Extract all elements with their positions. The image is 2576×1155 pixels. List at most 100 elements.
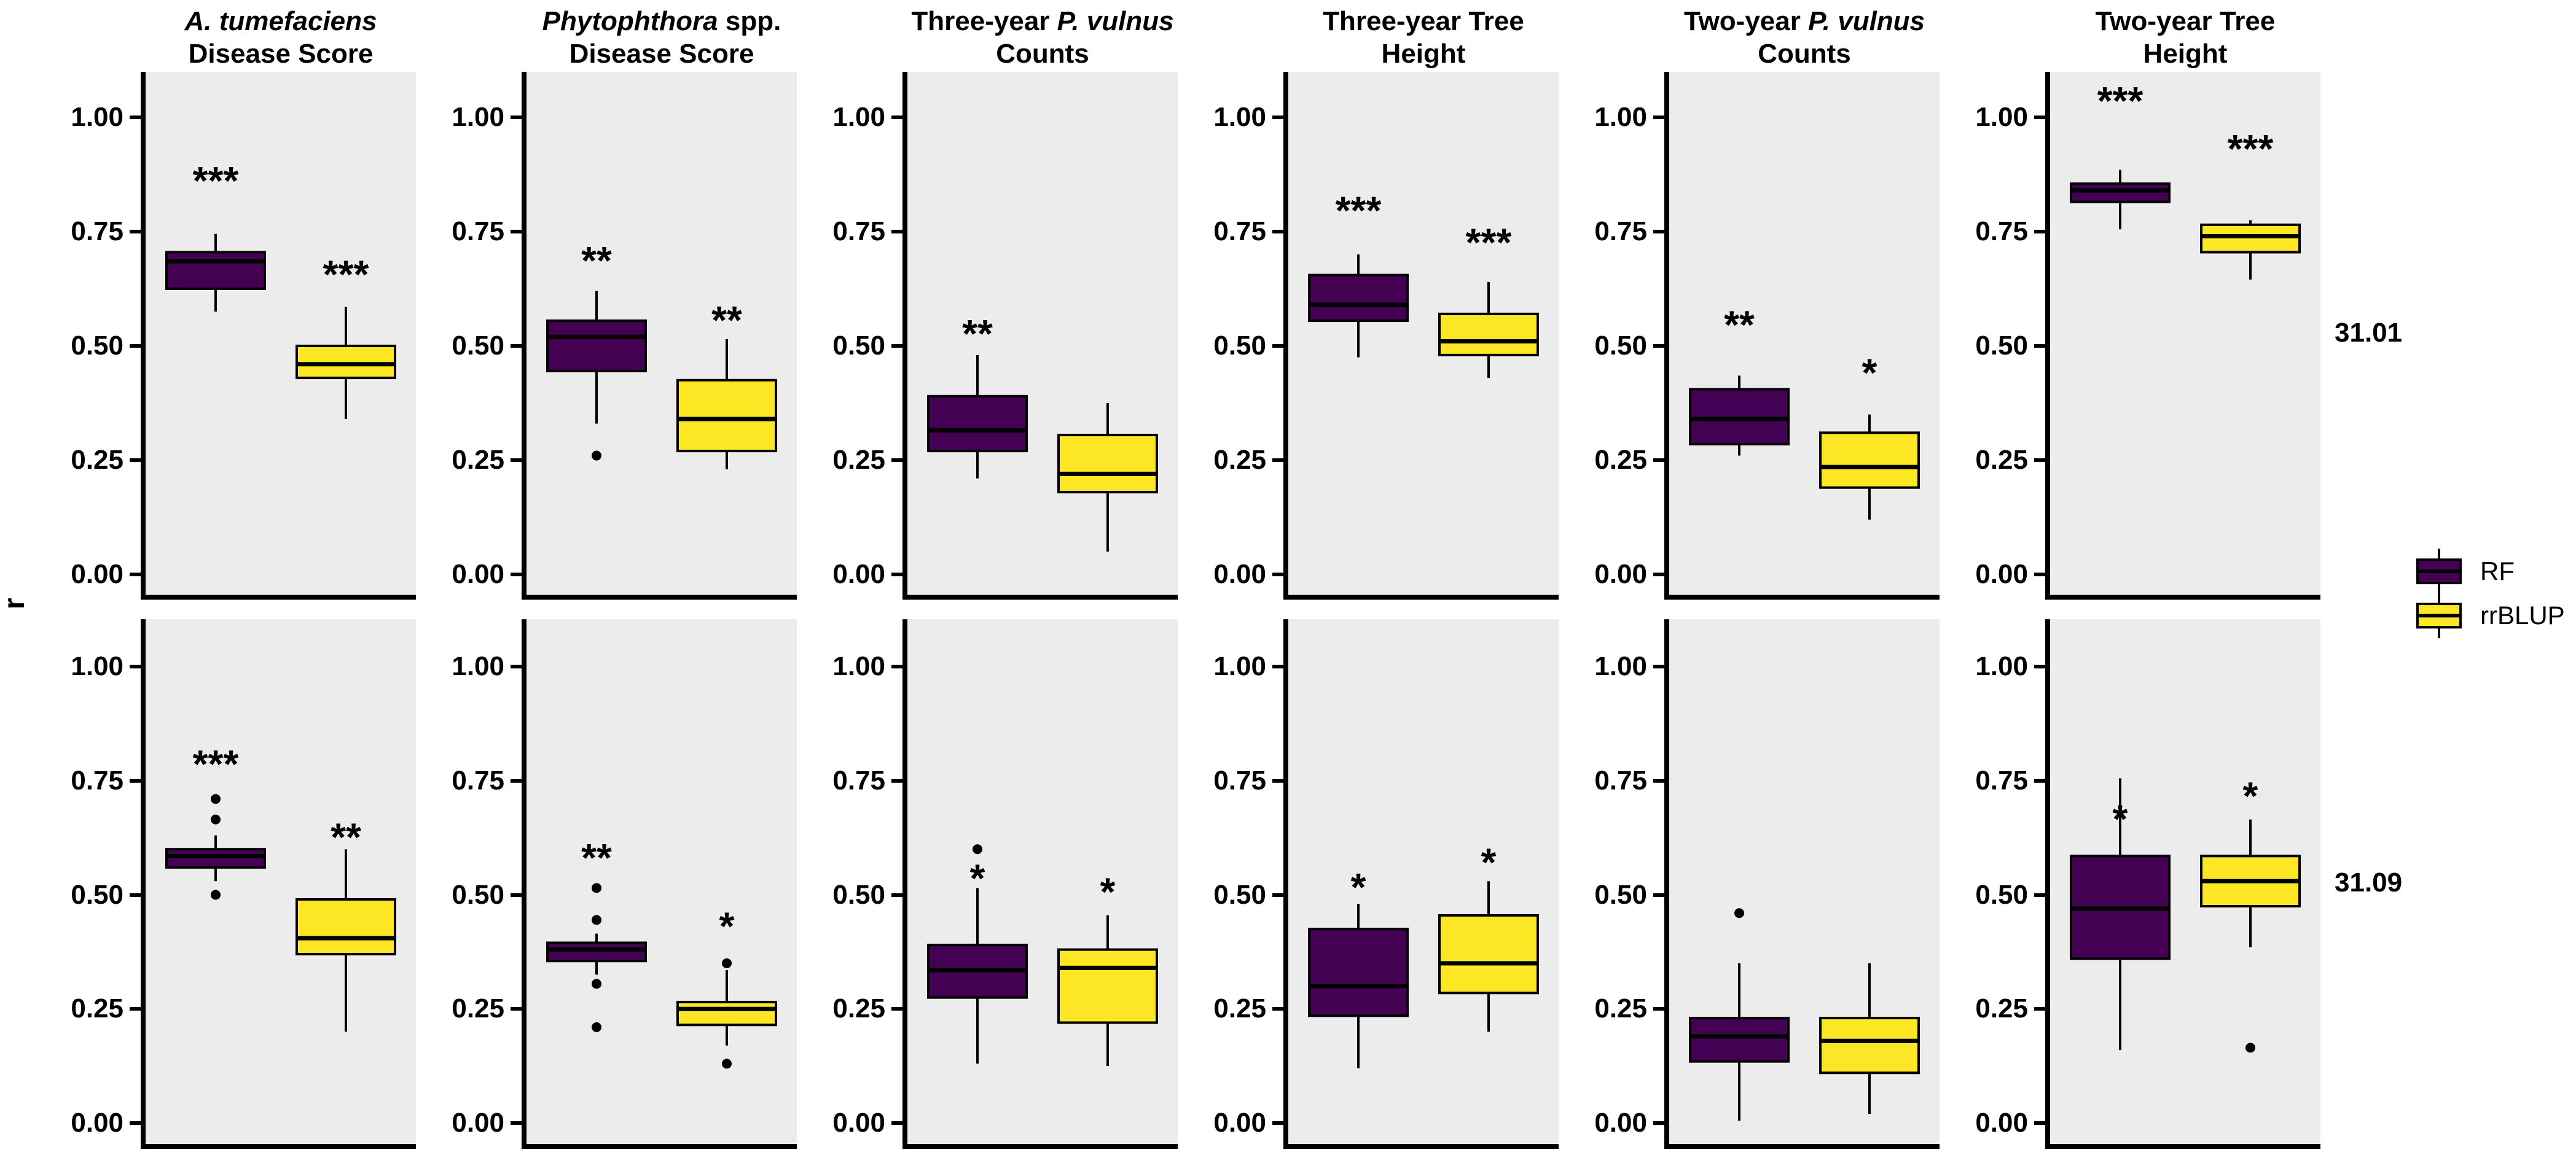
x-axis-line	[522, 1144, 797, 1149]
rf-box	[927, 394, 1028, 453]
rf-outlier-dot	[592, 450, 601, 461]
facet-title-line1: Two-year Tree	[2095, 6, 2276, 36]
y-tick-label: 0.50	[1594, 331, 1647, 361]
y-tick-label: 0.00	[832, 1108, 885, 1138]
panel-background-r1-c3	[907, 72, 1178, 595]
y-tick-label: 0.50	[832, 331, 885, 361]
y-tick-mark	[1272, 230, 1283, 233]
rf-median-line	[1690, 1034, 1788, 1039]
y-tick-mark	[891, 116, 902, 119]
y-tick-mark	[130, 458, 141, 462]
boxplot-panel-r1-c2: ** **	[546, 238, 777, 469]
rf-box	[2070, 182, 2171, 203]
facet-title-line1: Phytophthora spp.	[542, 6, 781, 36]
rf-boxplot-key-icon	[2416, 549, 2462, 594]
facet-title-line1: Two-year P. vulnus	[1683, 6, 1925, 36]
facet-title-line2: Disease Score	[569, 39, 754, 69]
y-tick-label: 0.00	[1213, 1108, 1266, 1138]
y-tick-label: 0.00	[832, 559, 885, 589]
y-tick-mark	[511, 893, 522, 897]
y-tick-mark	[1272, 1007, 1283, 1011]
y-axis-line	[2045, 619, 2050, 1149]
y-tick-mark	[130, 344, 141, 348]
y-tick-mark	[130, 665, 141, 668]
y-tick-label: 0.00	[1975, 559, 2028, 589]
rrblup-outlier-dot	[722, 1059, 732, 1069]
y-tick-label: 0.75	[1594, 765, 1647, 796]
facet-title-line2: Height	[1381, 39, 1466, 69]
y-tick-label: 0.75	[71, 216, 123, 246]
y-tick-label: 0.25	[452, 445, 504, 475]
rf-box	[165, 848, 266, 869]
rrblup-outlier-dot	[2245, 1043, 2255, 1053]
y-tick-mark	[1272, 665, 1283, 668]
rf-outlier-dot	[592, 915, 601, 925]
rrblup-significance-stars: **	[331, 815, 361, 859]
y-tick-mark	[1653, 1121, 1664, 1125]
rrblup-box	[1819, 1017, 1920, 1075]
y-tick-mark	[1653, 116, 1664, 119]
y-axis-line	[1664, 72, 1669, 600]
rrblup-box	[2200, 223, 2301, 254]
y-tick-label: 0.50	[1975, 879, 2028, 910]
x-axis-line	[141, 595, 416, 600]
y-axis-line	[522, 619, 527, 1149]
rf-significance-stars: *	[2113, 797, 2128, 841]
rf-box	[1689, 1017, 1790, 1063]
y-tick-label: 1.00	[452, 651, 504, 681]
facet-title-line2: Counts	[996, 39, 1089, 69]
rf-median-line	[1309, 984, 1407, 989]
y-tick-mark	[1653, 778, 1664, 783]
y-tick-mark	[511, 665, 522, 668]
y-tick-label: 0.00	[71, 559, 123, 589]
y-tick-mark	[1653, 344, 1664, 348]
rf-significance-stars: ***	[193, 159, 239, 203]
y-tick-label: 1.00	[1975, 102, 2028, 132]
y-tick-label: 0.25	[832, 993, 885, 1024]
y-tick-mark	[891, 665, 902, 668]
legend-label-rf: RF	[2480, 557, 2515, 585]
y-axis-line	[522, 72, 527, 600]
panel-background-r2-c1	[146, 619, 416, 1144]
y-tick-label: 0.50	[1975, 331, 2028, 361]
rrblup-median-line	[297, 362, 395, 367]
y-tick-mark	[511, 1007, 522, 1011]
y-tick-mark	[1653, 573, 1664, 576]
y-tick-mark	[1653, 893, 1664, 897]
y-axis-line	[902, 72, 907, 600]
y-axis-line	[1283, 72, 1288, 600]
y-tick-mark	[2034, 573, 2045, 576]
y-tick-mark	[1272, 778, 1283, 783]
y-tick-label: 0.25	[832, 445, 885, 475]
y-axis-line	[1283, 619, 1288, 1149]
rrblup-significance-stars: *	[1481, 840, 1497, 884]
y-tick-mark	[511, 458, 522, 462]
y-tick-label: 1.00	[832, 651, 885, 681]
rf-significance-stars: *	[1351, 865, 1366, 909]
y-tick-label: 0.75	[452, 216, 504, 246]
y-axis-line	[1664, 619, 1669, 1149]
y-tick-label: 0.25	[1213, 445, 1266, 475]
y-tick-label: 0.75	[1594, 216, 1647, 246]
y-tick-mark	[1272, 344, 1283, 348]
rrblup-box	[296, 898, 396, 956]
y-tick-label: 0.75	[832, 765, 885, 796]
y-tick-mark	[1653, 230, 1664, 233]
rf-significance-stars: ***	[1336, 188, 1382, 232]
y-tick-mark	[2034, 893, 2045, 897]
y-tick-label: 0.75	[1213, 765, 1266, 796]
panel-background-r1-c5	[1669, 72, 1940, 595]
rf-box	[546, 941, 647, 963]
panel-background-r2-c2	[527, 619, 797, 1144]
facet-title-line2: Height	[2143, 39, 2228, 69]
y-tick-label: 0.50	[71, 879, 123, 910]
y-tick-label: 0.00	[1975, 1108, 2028, 1138]
y-tick-mark	[130, 893, 141, 897]
y-tick-mark	[1653, 665, 1664, 668]
y-tick-mark	[891, 344, 902, 348]
y-tick-label: 0.75	[71, 765, 123, 796]
x-axis-line	[902, 595, 1178, 600]
boxplot-panel-r2-c2: ***	[546, 836, 777, 1069]
rrblup-box	[1819, 431, 1920, 489]
y-tick-label: 0.75	[1975, 216, 2028, 246]
